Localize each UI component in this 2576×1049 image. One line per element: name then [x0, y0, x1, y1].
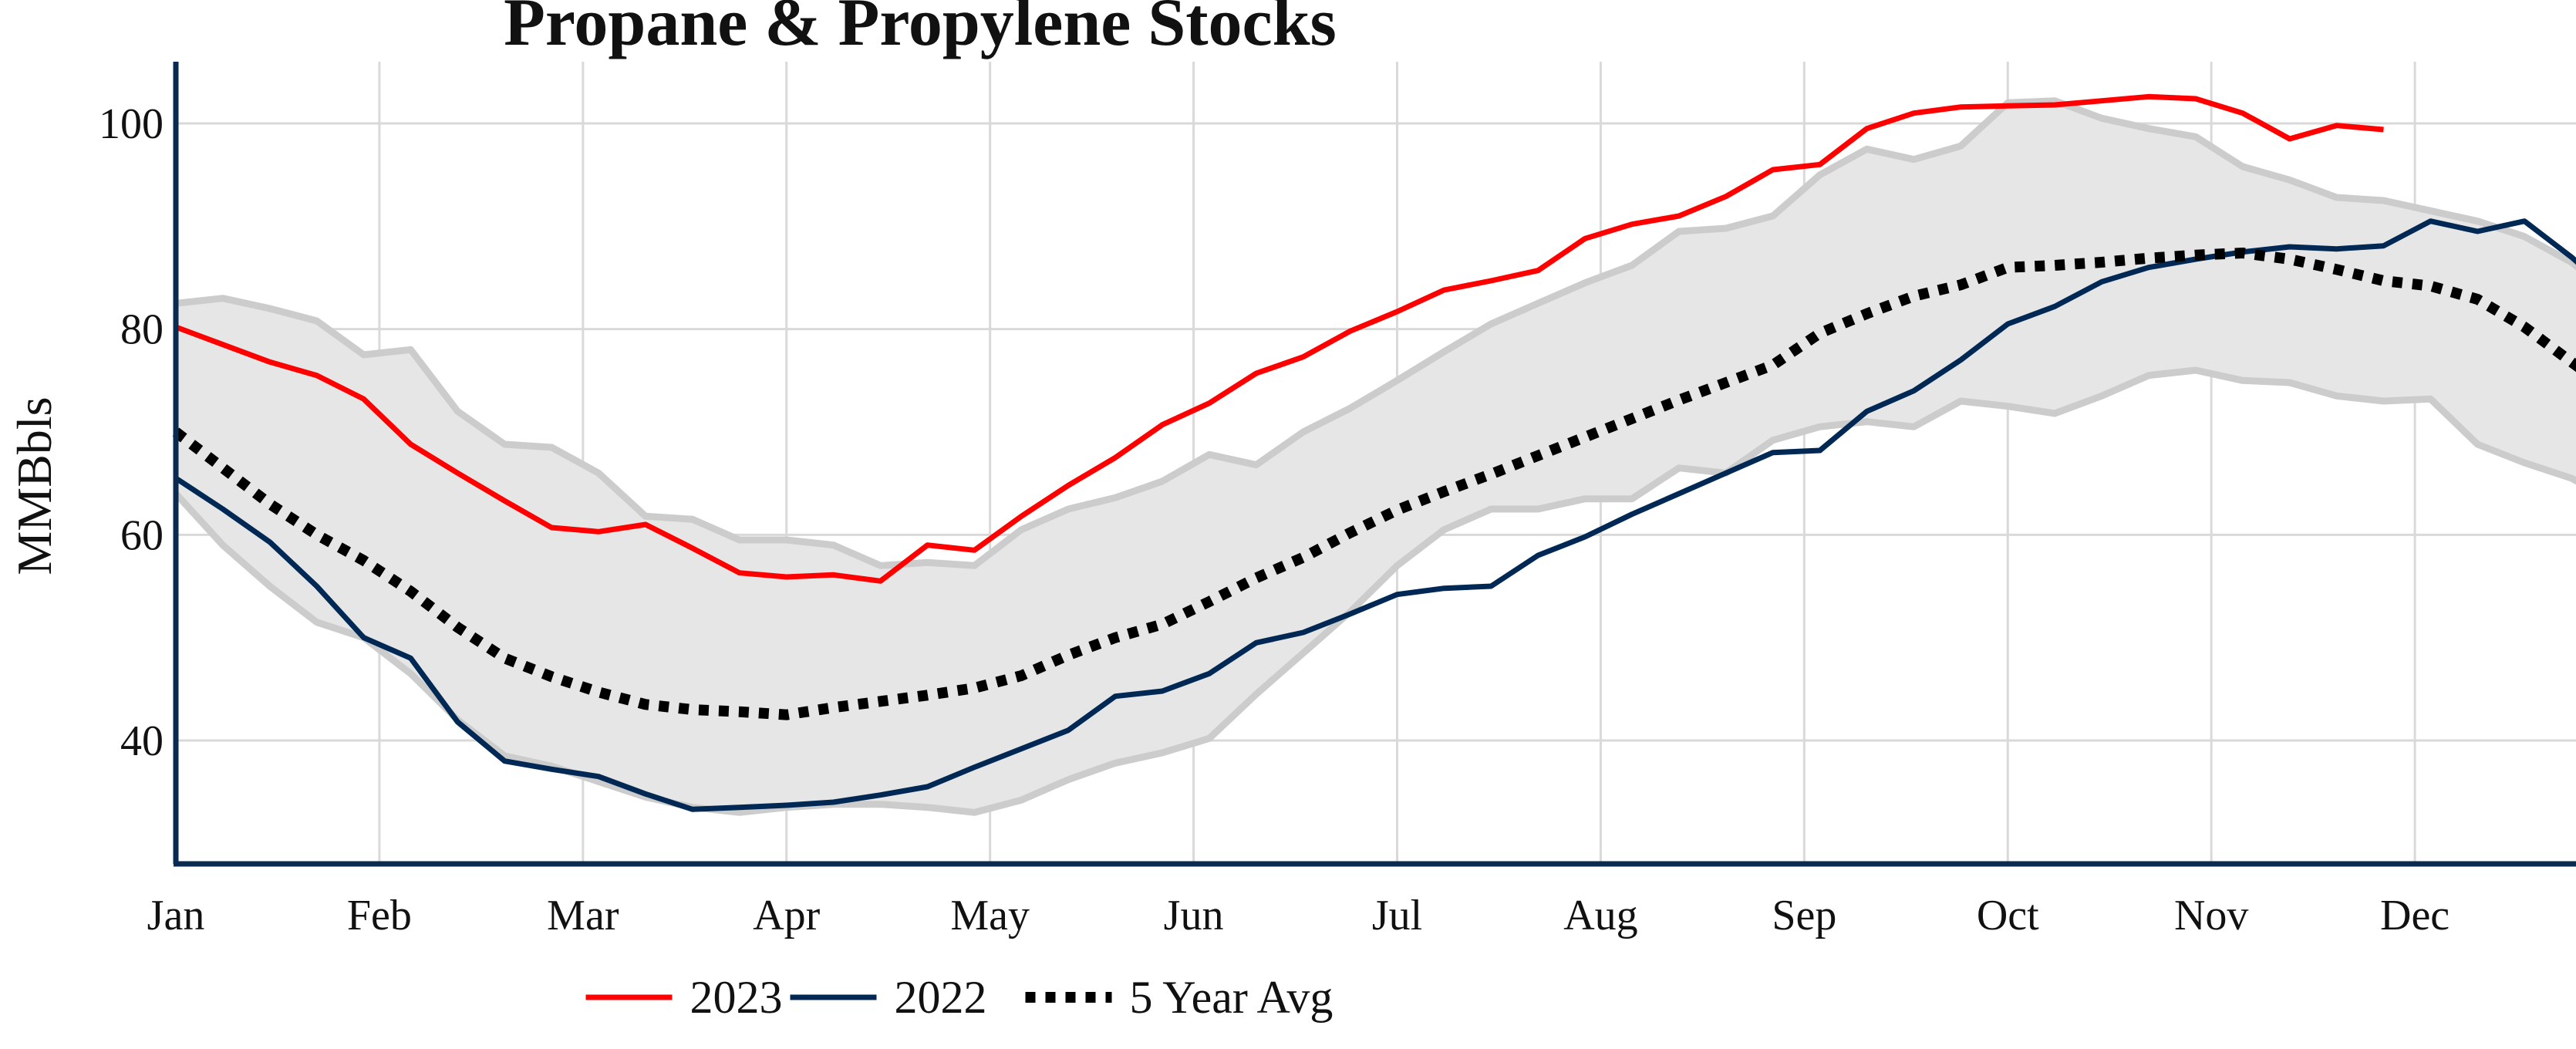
x-tick-label: Apr — [753, 892, 820, 939]
range-area — [176, 100, 2576, 813]
x-tick-label: Aug — [1563, 892, 1637, 939]
legend-label: 5 Year Avg — [1130, 972, 1334, 1023]
y-tick-label: 80 — [120, 306, 164, 354]
x-tick-label: Mar — [547, 892, 619, 939]
y-axis-label: MMBbls — [7, 396, 62, 575]
y-tick-labels: 40 60 80 100 — [99, 100, 164, 765]
x-tick-label: Sep — [1772, 892, 1836, 939]
x-tick-label: Nov — [2174, 892, 2248, 939]
x-tick-label: Feb — [347, 892, 412, 939]
legend: 2023 2022 5 Year Avg — [585, 972, 1334, 1023]
y-tick-label: 60 — [120, 511, 164, 559]
range-max-line — [175, 97, 2576, 569]
x-tick-label: Oct — [1977, 892, 2039, 939]
legend-label: 2023 — [690, 972, 783, 1023]
x-tick-labels: Jan Feb Mar Apr May Jun Jul Aug Sep Oct Nov Dec — [147, 892, 2450, 939]
x-tick-label: Dec — [2380, 892, 2450, 939]
x-tick-label: Jan — [147, 892, 205, 939]
five-year-range-band — [173, 97, 2576, 816]
legend-label: 2022 — [895, 972, 987, 1023]
chart-title: Propane & Propylene Stocks — [504, 0, 1337, 60]
x-tick-label: May — [950, 892, 1030, 939]
series-lines — [172, 93, 2576, 812]
series-line-5-year-avg — [172, 248, 2576, 720]
series-line-2023 — [174, 93, 2384, 584]
series-line-2022 — [174, 218, 2576, 812]
y-tick-label: 40 — [120, 717, 164, 765]
axes — [173, 62, 2576, 867]
x-tick-label: Jun — [1164, 892, 1224, 939]
x-tick-label: Jul — [1372, 892, 1422, 939]
y-tick-label: 100 — [99, 100, 164, 148]
